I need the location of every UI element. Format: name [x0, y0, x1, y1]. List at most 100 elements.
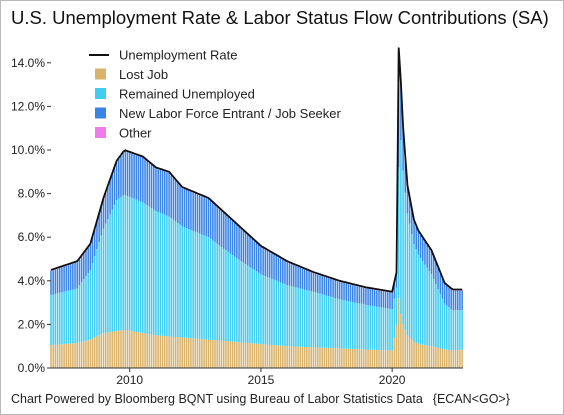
bar-remained-unemployed — [317, 292, 319, 348]
bar-new-entrant — [72, 263, 74, 290]
bar-new-entrant — [406, 186, 409, 214]
x-tick-label: 2020 — [379, 373, 406, 386]
bar-remained-unemployed — [297, 287, 299, 347]
bar-remained-unemployed — [371, 305, 374, 350]
bar-lost-job — [341, 348, 343, 368]
bar-new-entrant — [343, 282, 345, 301]
bar-remained-unemployed — [461, 310, 463, 350]
legend-swatch — [95, 88, 106, 99]
bar-remained-unemployed — [115, 200, 118, 331]
bar-remained-unemployed — [122, 195, 124, 331]
bar-lost-job — [317, 347, 319, 368]
bar-new-entrant — [341, 282, 343, 300]
bar-lost-job — [426, 345, 428, 368]
bar-lost-job — [236, 342, 238, 368]
bar-new-entrant — [247, 235, 249, 266]
bar-new-entrant — [56, 268, 59, 294]
bar-remained-unemployed — [240, 261, 243, 343]
bar-new-entrant — [144, 159, 146, 204]
bar-lost-job — [163, 336, 166, 368]
bar-remained-unemployed — [336, 298, 339, 349]
bar-remained-unemployed — [303, 289, 306, 347]
bar-new-entrant — [126, 152, 129, 196]
bar-lost-job — [122, 330, 124, 368]
bar-new-entrant — [384, 291, 387, 309]
bar-remained-unemployed — [236, 258, 238, 343]
bar-lost-job — [404, 329, 407, 368]
bar-remained-unemployed — [168, 216, 170, 337]
bar-remained-unemployed — [251, 268, 253, 344]
bar-remained-unemployed — [67, 290, 70, 344]
bar-lost-job — [205, 339, 208, 368]
bar-lost-job — [257, 343, 260, 368]
bar-new-entrant — [299, 267, 302, 289]
bar-new-entrant — [120, 155, 122, 198]
bar-new-entrant — [330, 278, 332, 297]
bar-lost-job — [454, 350, 457, 368]
bar-remained-unemployed — [268, 277, 271, 345]
bar-remained-unemployed — [421, 261, 424, 345]
bar-lost-job — [448, 350, 450, 368]
x-tick-label: 2010 — [116, 373, 143, 386]
bar-new-entrant — [454, 290, 457, 311]
bar-lost-job — [100, 334, 103, 368]
bar-lost-job — [371, 349, 374, 368]
bar-lost-job — [207, 339, 210, 368]
bar-lost-job — [65, 343, 68, 368]
bar-lost-job — [362, 349, 365, 368]
bar-remained-unemployed — [271, 278, 273, 345]
bar-remained-unemployed — [172, 219, 175, 337]
bar-new-entrant — [297, 266, 299, 288]
bar-remained-unemployed — [205, 236, 208, 340]
bar-remained-unemployed — [395, 287, 398, 325]
bar-lost-job — [98, 335, 100, 368]
bar-lost-job — [386, 350, 389, 368]
bar-new-entrant — [152, 166, 155, 210]
bar-remained-unemployed — [257, 272, 260, 344]
bar-new-entrant — [244, 233, 247, 265]
bar-remained-unemployed — [163, 214, 166, 337]
bar-remained-unemployed — [229, 253, 232, 342]
bar-remained-unemployed — [459, 310, 461, 350]
bar-new-entrant — [432, 256, 435, 280]
bar-new-entrant — [312, 273, 315, 292]
bar-lost-job — [402, 324, 404, 368]
bar-remained-unemployed — [334, 298, 337, 349]
bar-remained-unemployed — [413, 243, 415, 342]
bar-remained-unemployed — [69, 290, 72, 344]
bar-new-entrant — [271, 253, 273, 279]
bar-lost-job — [334, 348, 337, 368]
bar-lost-job — [459, 349, 461, 368]
bar-remained-unemployed — [360, 303, 363, 350]
bar-new-entrant — [155, 168, 157, 212]
bar-lost-job — [166, 336, 168, 368]
bar-lost-job — [325, 347, 328, 368]
bar-lost-job — [277, 345, 280, 368]
bar-new-entrant — [257, 245, 260, 273]
bar-new-entrant — [354, 285, 356, 303]
bar-remained-unemployed — [83, 279, 85, 342]
bar-new-entrant — [227, 217, 229, 252]
bar-remained-unemployed — [52, 294, 54, 345]
legend-label: Other — [119, 126, 152, 141]
bar-new-entrant — [63, 266, 65, 292]
bar-new-entrant — [238, 227, 240, 260]
bar-remained-unemployed — [437, 288, 439, 348]
bar-lost-job — [152, 334, 155, 368]
bar-lost-job — [190, 338, 192, 368]
bar-new-entrant — [58, 268, 61, 293]
bar-new-entrant — [107, 186, 109, 220]
bar-remained-unemployed — [56, 293, 59, 345]
bar-remained-unemployed — [424, 264, 426, 346]
bar-remained-unemployed — [133, 198, 135, 332]
bar-lost-job — [378, 350, 380, 368]
bar-new-entrant — [233, 223, 236, 257]
bar-remained-unemployed — [80, 282, 83, 342]
bar-new-entrant — [310, 272, 313, 292]
bar-remained-unemployed — [325, 295, 328, 348]
bar-lost-job — [268, 344, 271, 368]
bar-new-entrant — [96, 221, 98, 250]
bar-new-entrant — [183, 189, 186, 228]
bar-new-entrant — [446, 285, 448, 306]
bar-remained-unemployed — [321, 294, 323, 348]
